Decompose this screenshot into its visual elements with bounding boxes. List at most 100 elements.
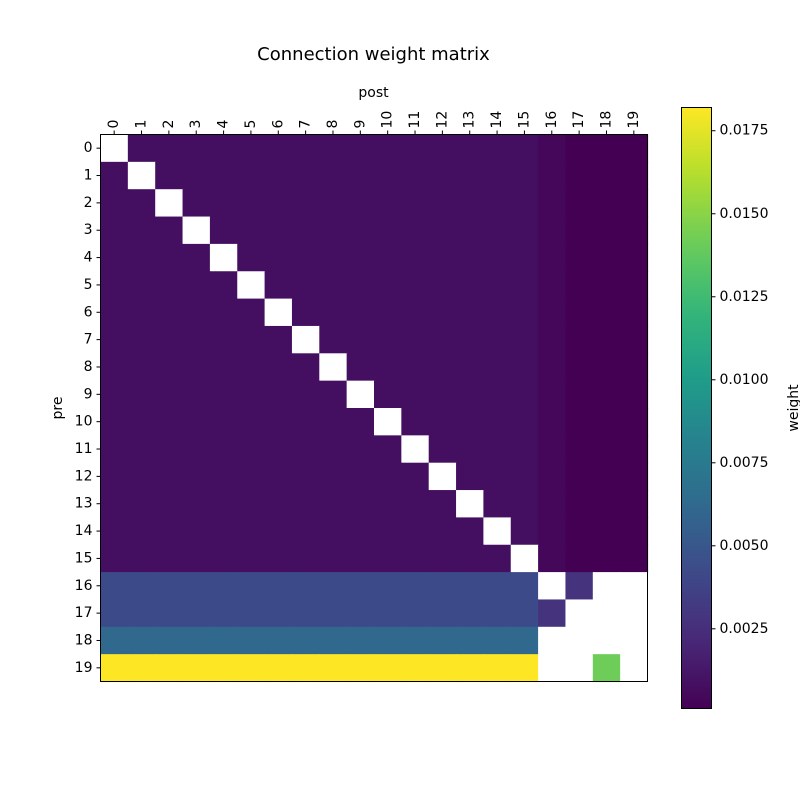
heatmap-cell	[100, 243, 129, 272]
heatmap-cell	[401, 408, 430, 436]
heatmap-cell	[565, 435, 594, 464]
heatmap-cell	[483, 298, 512, 327]
heatmap-cell	[510, 325, 539, 354]
heatmap-cell	[401, 161, 430, 190]
heatmap-cell	[264, 462, 293, 491]
heatmap-cell	[565, 161, 594, 190]
heatmap-cell	[346, 517, 375, 546]
heatmap-cell	[592, 490, 621, 518]
heatmap-cell	[291, 161, 320, 190]
heatmap-cell	[483, 517, 512, 546]
heatmap-cell	[538, 490, 567, 518]
heatmap-cell	[209, 134, 238, 163]
heatmap-cell	[127, 599, 156, 628]
heatmap-cell	[291, 189, 320, 218]
heatmap-cell	[538, 353, 567, 382]
heatmap-cell	[456, 325, 484, 354]
heatmap-cell	[428, 626, 457, 655]
heatmap-cell	[319, 243, 348, 272]
heatmap-cell	[264, 599, 293, 628]
heatmap-cell	[291, 490, 320, 518]
heatmap-cell	[127, 271, 156, 300]
heatmap-cell	[100, 490, 129, 518]
heatmap-cell	[346, 325, 375, 354]
colorbar-tick-label: 0.0075	[720, 455, 769, 471]
y-tick-label: 19	[75, 660, 93, 676]
heatmap-cell	[264, 380, 293, 409]
heatmap-cell	[620, 298, 649, 327]
x-tick-label: 2	[161, 120, 177, 129]
heatmap-cell	[428, 189, 457, 218]
heatmap-cell	[483, 626, 512, 655]
heatmap-cell	[127, 517, 156, 546]
heatmap-cell	[346, 572, 375, 601]
heatmap-cell	[565, 654, 594, 683]
x-tick-label: 0	[106, 120, 122, 129]
heatmap-cell	[100, 216, 129, 245]
heatmap-cell	[319, 353, 348, 382]
y-tick-label: 2	[84, 195, 93, 211]
heatmap-cell	[428, 490, 457, 518]
heatmap-cell	[155, 189, 184, 218]
heatmap-cell	[510, 599, 539, 628]
heatmap-cell	[592, 380, 621, 409]
heatmap-cell	[483, 216, 512, 245]
heatmap-cell	[538, 243, 567, 272]
heatmap-cell	[620, 271, 649, 300]
heatmap-cell	[592, 572, 621, 601]
heatmap-cell	[620, 325, 649, 354]
heatmap-cell	[565, 271, 594, 300]
heatmap-cell	[100, 271, 129, 300]
heatmap-cell	[620, 216, 649, 245]
colorbar-tick-label: 0.0150	[720, 206, 769, 222]
heatmap-cell	[319, 298, 348, 327]
heatmap-cell	[237, 626, 266, 655]
heatmap-cell	[510, 380, 539, 409]
heatmap-cell	[209, 654, 238, 683]
heatmap-cell	[620, 462, 649, 491]
heatmap-cell	[374, 243, 402, 272]
heatmap-cell	[592, 654, 621, 683]
heatmap-cell	[592, 517, 621, 546]
heatmap-cell	[209, 544, 238, 573]
heatmap-cell	[346, 161, 375, 190]
plot-frame	[100, 134, 648, 682]
heatmap-cell	[291, 544, 320, 573]
heatmap-cell	[538, 189, 567, 218]
heatmap-cell	[155, 243, 184, 272]
heatmap-cell	[237, 189, 266, 218]
heatmap-cell	[456, 134, 484, 163]
heatmap-cell	[456, 654, 484, 683]
heatmap-cell	[264, 544, 293, 573]
heatmap-cell	[620, 134, 649, 163]
heatmap-cell	[456, 572, 484, 601]
heatmap-cell	[127, 462, 156, 491]
heatmap-cell	[620, 161, 649, 190]
heatmap-cell	[182, 490, 211, 518]
heatmap-cell	[182, 298, 211, 327]
heatmap-cell	[428, 216, 457, 245]
heatmap-cell	[155, 544, 184, 573]
heatmap-cell	[538, 435, 567, 464]
heatmap-cell	[428, 243, 457, 272]
heatmap-cell	[291, 517, 320, 546]
heatmap-cell	[182, 134, 211, 163]
heatmap-cell	[291, 572, 320, 601]
heatmap-cell	[620, 490, 649, 518]
heatmap-cell	[401, 134, 430, 163]
heatmap-cell	[264, 435, 293, 464]
colorbar-label: weight	[786, 384, 800, 432]
heatmap-cell	[237, 462, 266, 491]
heatmap-cell	[319, 161, 348, 190]
heatmap-cell	[209, 298, 238, 327]
heatmap-cell	[319, 544, 348, 573]
heatmap-cell	[538, 298, 567, 327]
heatmap-cell	[100, 353, 129, 382]
heatmap-cell	[620, 626, 649, 655]
heatmap-cell	[346, 134, 375, 163]
heatmap-cell	[510, 189, 539, 218]
heatmap-cell	[456, 161, 484, 190]
heatmap-cell	[346, 599, 375, 628]
